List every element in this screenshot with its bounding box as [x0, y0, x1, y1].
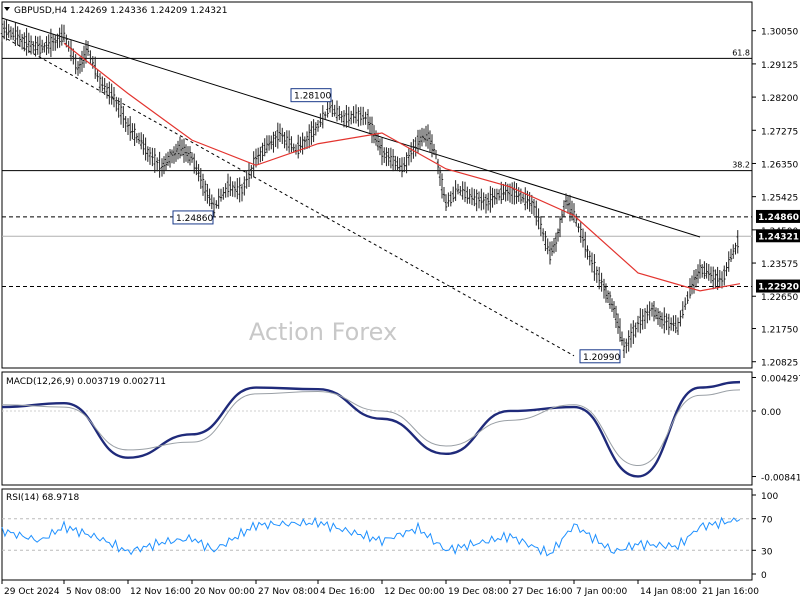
x-tick-label: 12 Nov 16:00 [130, 587, 191, 597]
price-annotation-label: 1.28100 [294, 92, 331, 102]
price-y-tick-label: 1.20825 [761, 359, 798, 369]
x-tick-label: 27 Nov 08:00 [258, 587, 319, 597]
price-y-tick-label: 1.25425 [761, 194, 798, 204]
price-annotation-label: 1.20990 [583, 353, 620, 363]
x-tick-label: 19 Dec 08:00 [448, 587, 509, 597]
panel-frame-1 [2, 2, 752, 368]
x-tick-label: 21 Jan 16:00 [702, 587, 759, 597]
price-y-tick-label: 1.23575 [761, 260, 798, 270]
macd-panel-title: MACD(12,26,9) 0.003719 0.002711 [6, 377, 166, 387]
fib-level-label: 61.8 [732, 48, 750, 57]
x-tick-label: 14 Jan 08:00 [640, 587, 697, 597]
level-price-label: 1.24860 [758, 213, 799, 223]
rsi-panel-title: RSI(14) 68.9718 [6, 493, 79, 503]
price-y-tick-label: 1.29125 [761, 61, 798, 71]
price-panel-title: GBPUSD,H4 1.24269 1.24336 1.24209 1.2432… [14, 6, 227, 16]
macd-y-tick-label: -0.008413 [761, 474, 800, 484]
price-y-tick-label: 1.26350 [761, 160, 798, 170]
watermark-text: Action Forex [249, 318, 397, 346]
x-tick-label: 7 Jan 00:00 [576, 587, 628, 597]
last-price-label: 1.24321 [758, 232, 799, 242]
level-price-label: 1.22920 [758, 283, 799, 293]
fib-level-label: 38.2 [732, 161, 750, 170]
panel-frame-2 [2, 372, 752, 485]
x-tick-label: 29 Oct 2024 [4, 587, 60, 597]
macd-y-tick-label: 0.00 [761, 408, 781, 418]
rsi-y-tick-label: 70 [761, 516, 773, 526]
rsi-y-tick-label: 100 [761, 492, 778, 502]
price-y-tick-label: 1.27275 [761, 127, 798, 137]
price-y-tick-label: 1.28200 [761, 94, 798, 104]
x-tick-label: 20 Nov 00:00 [194, 587, 255, 597]
price-y-tick-label: 1.21750 [761, 326, 798, 336]
price-y-tick-label: 1.22650 [761, 293, 798, 303]
price-y-tick-label: 1.30050 [761, 28, 798, 38]
panel-frame-3 [2, 489, 752, 580]
x-tick-label: 27 Dec 16:00 [512, 587, 573, 597]
x-tick-label: 12 Dec 00:00 [384, 587, 445, 597]
rsi-y-tick-label: 30 [761, 547, 773, 557]
x-tick-label: 4 Dec 16:00 [320, 587, 375, 597]
x-tick-label: 5 Nov 08:00 [66, 587, 121, 597]
rsi-y-tick-label: 0 [761, 571, 767, 581]
price-annotation-label: 1.24860 [176, 214, 213, 224]
macd-y-tick-label: 0.004297 [761, 374, 800, 384]
